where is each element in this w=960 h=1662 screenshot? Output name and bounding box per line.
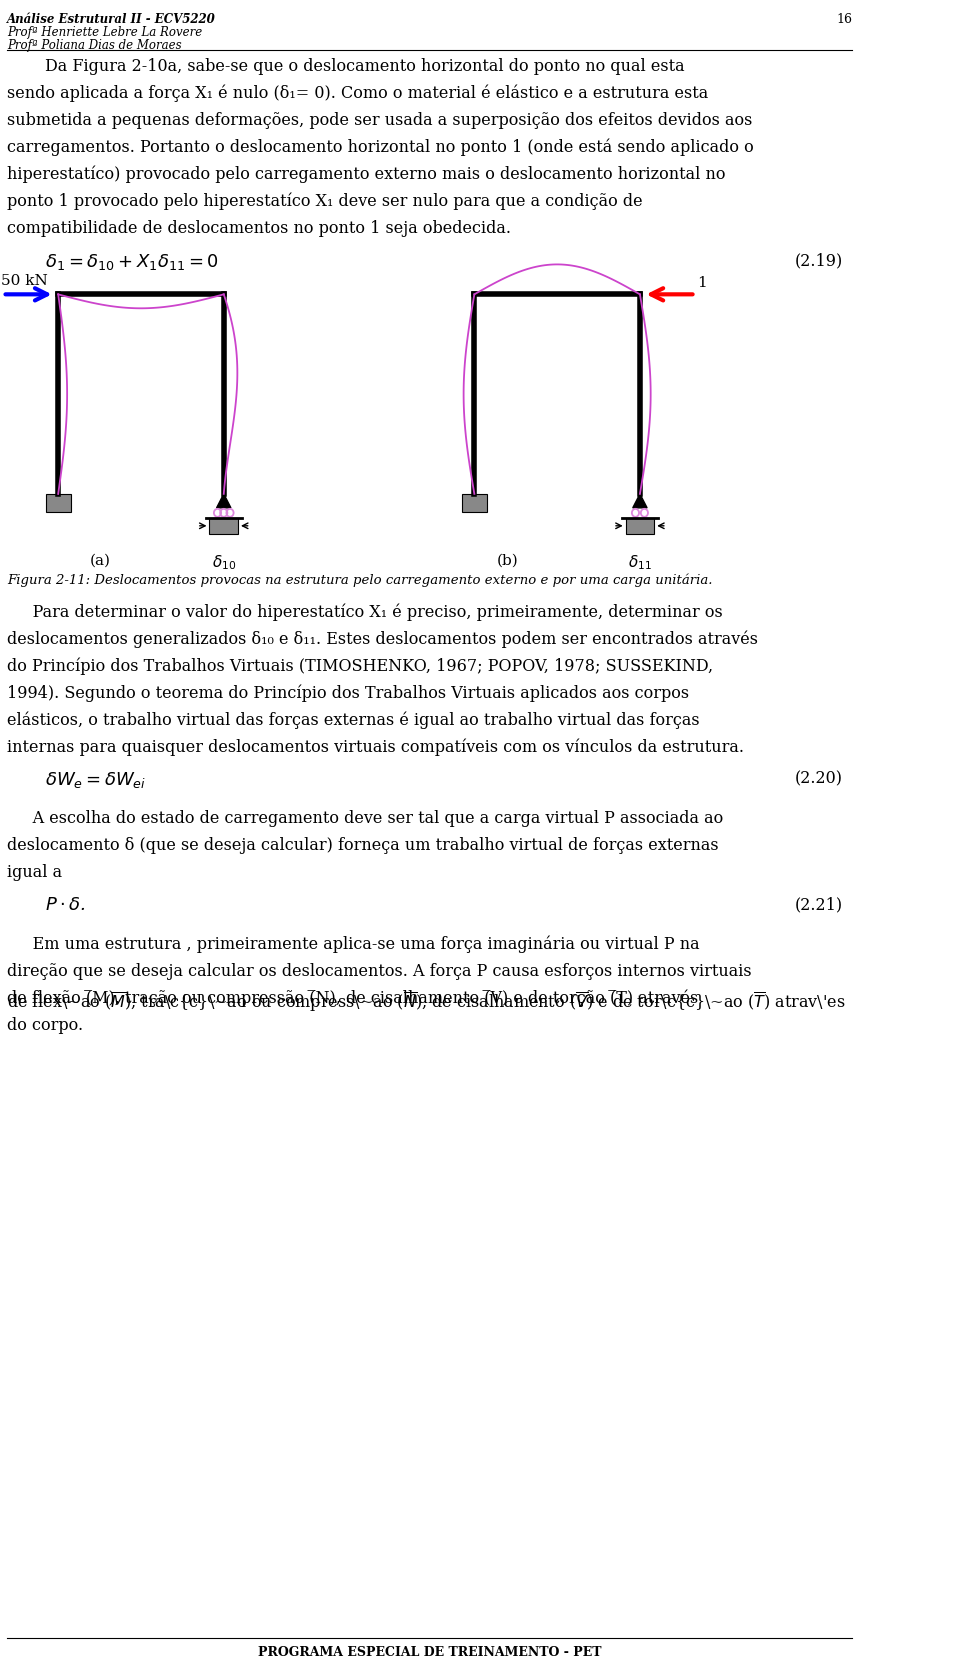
Text: do Princípio dos Trabalhos Virtuais (TIMOSHENKO, 1967; POPOV, 1978; SUSSEKIND,: do Princípio dos Trabalhos Virtuais (TIM…	[7, 658, 713, 675]
Text: Profª Poliana Dias de Moraes: Profª Poliana Dias de Moraes	[7, 38, 181, 52]
Text: $\delta W_e = \delta W_{ei}$: $\delta W_e = \delta W_{ei}$	[45, 770, 146, 789]
Text: A escolha do estado de carregamento deve ser tal que a carga virtual P associada: A escolha do estado de carregamento deve…	[7, 809, 724, 828]
Text: 16: 16	[836, 13, 852, 27]
Text: submetida a pequenas deformações, pode ser usada a superposição dos efeitos devi: submetida a pequenas deformações, pode s…	[7, 111, 753, 128]
Text: Da Figura 2-10a, sabe-se que o deslocamento horizontal do ponto no qual esta: Da Figura 2-10a, sabe-se que o deslocame…	[45, 58, 684, 75]
Text: $P \cdot \delta$.: $P \cdot \delta$.	[45, 896, 85, 914]
Text: Em uma estrutura , primeiramente aplica-se uma força imaginária ou virtual P na: Em uma estrutura , primeiramente aplica-…	[7, 936, 700, 954]
Bar	[462, 494, 487, 512]
Text: $\delta_{11}$: $\delta_{11}$	[628, 553, 652, 572]
Polygon shape	[217, 494, 231, 509]
Text: de flexão (̅M), tração ou compressão (̅N), de cisalhamento (̅V) e de torção (̅T): de flexão (̅M), tração ou compressão (̅N…	[7, 991, 699, 1007]
Text: 1: 1	[697, 276, 707, 291]
Text: do corpo.: do corpo.	[7, 1017, 84, 1034]
Bar	[209, 519, 238, 534]
Bar	[46, 494, 71, 512]
Text: $\delta_{10}$: $\delta_{10}$	[211, 553, 236, 572]
Text: $\delta_1 = \delta_{10} + X_1\delta_{11} = 0$: $\delta_1 = \delta_{10} + X_1\delta_{11}…	[45, 253, 219, 273]
Text: direção que se deseja calcular os deslocamentos. A força P causa esforços intern: direção que se deseja calcular os desloc…	[7, 962, 752, 981]
Text: 50 kN: 50 kN	[1, 274, 48, 289]
Text: PROGRAMA ESPECIAL DE TREINAMENTO - PET: PROGRAMA ESPECIAL DE TREINAMENTO - PET	[258, 1647, 601, 1659]
Text: Figura 2-11: Deslocamentos provocas na estrutura pelo carregamento externo e por: Figura 2-11: Deslocamentos provocas na e…	[7, 573, 712, 587]
Text: Análise Estrutural II - ECV5220: Análise Estrutural II - ECV5220	[7, 13, 216, 27]
Text: (2.20): (2.20)	[795, 770, 843, 788]
Bar	[626, 519, 655, 534]
Text: sendo aplicada a força X₁ é nulo (δ₁= 0). Como o material é elástico e a estrutu: sendo aplicada a força X₁ é nulo (δ₁= 0)…	[7, 85, 708, 103]
Text: hiperestatíco) provocado pelo carregamento externo mais o deslocamento horizonta: hiperestatíco) provocado pelo carregamen…	[7, 166, 726, 183]
Text: (2.21): (2.21)	[795, 896, 843, 912]
Text: 1994). Segundo o teorema do Princípio dos Trabalhos Virtuais aplicados aos corpo: 1994). Segundo o teorema do Princípio do…	[7, 685, 689, 701]
Text: carregamentos. Portanto o deslocamento horizontal no ponto 1 (onde está sendo ap: carregamentos. Portanto o deslocamento h…	[7, 138, 754, 156]
Text: compatibilidade de deslocamentos no ponto 1 seja obedecida.: compatibilidade de deslocamentos no pont…	[7, 219, 511, 236]
Text: deslocamento δ (que se deseja calcular) forneça um trabalho virtual de forças ex: deslocamento δ (que se deseja calcular) …	[7, 838, 719, 854]
Text: elásticos, o trabalho virtual das forças externas é igual ao trabalho virtual da: elásticos, o trabalho virtual das forças…	[7, 711, 700, 730]
Text: igual a: igual a	[7, 864, 62, 881]
Text: ponto 1 provocado pelo hiperestatíco X₁ deve ser nulo para que a condição de: ponto 1 provocado pelo hiperestatíco X₁ …	[7, 193, 643, 209]
Text: (a): (a)	[89, 553, 110, 568]
Polygon shape	[633, 494, 647, 509]
Text: Profª Henriette Lebre La Rovere: Profª Henriette Lebre La Rovere	[7, 27, 203, 38]
Text: internas para quaisquer deslocamentos virtuais compatíveis com os vínculos da es: internas para quaisquer deslocamentos vi…	[7, 738, 744, 756]
Text: deslocamentos generalizados δ₁₀ e δ₁₁. Estes deslocamentos podem ser encontrados: deslocamentos generalizados δ₁₀ e δ₁₁. E…	[7, 630, 758, 648]
Text: (b): (b)	[496, 553, 518, 568]
Text: Para determinar o valor do hiperestatíco X₁ é preciso, primeiramente, determinar: Para determinar o valor do hiperestatíco…	[7, 603, 723, 622]
Text: de flex\~ao ($\overline{M}$), tra\c{c}\~ao ou compress\~ao ($\overline{N}$), de : de flex\~ao ($\overline{M}$), tra\c{c}\~…	[7, 991, 846, 1014]
Text: (2.19): (2.19)	[795, 253, 843, 269]
